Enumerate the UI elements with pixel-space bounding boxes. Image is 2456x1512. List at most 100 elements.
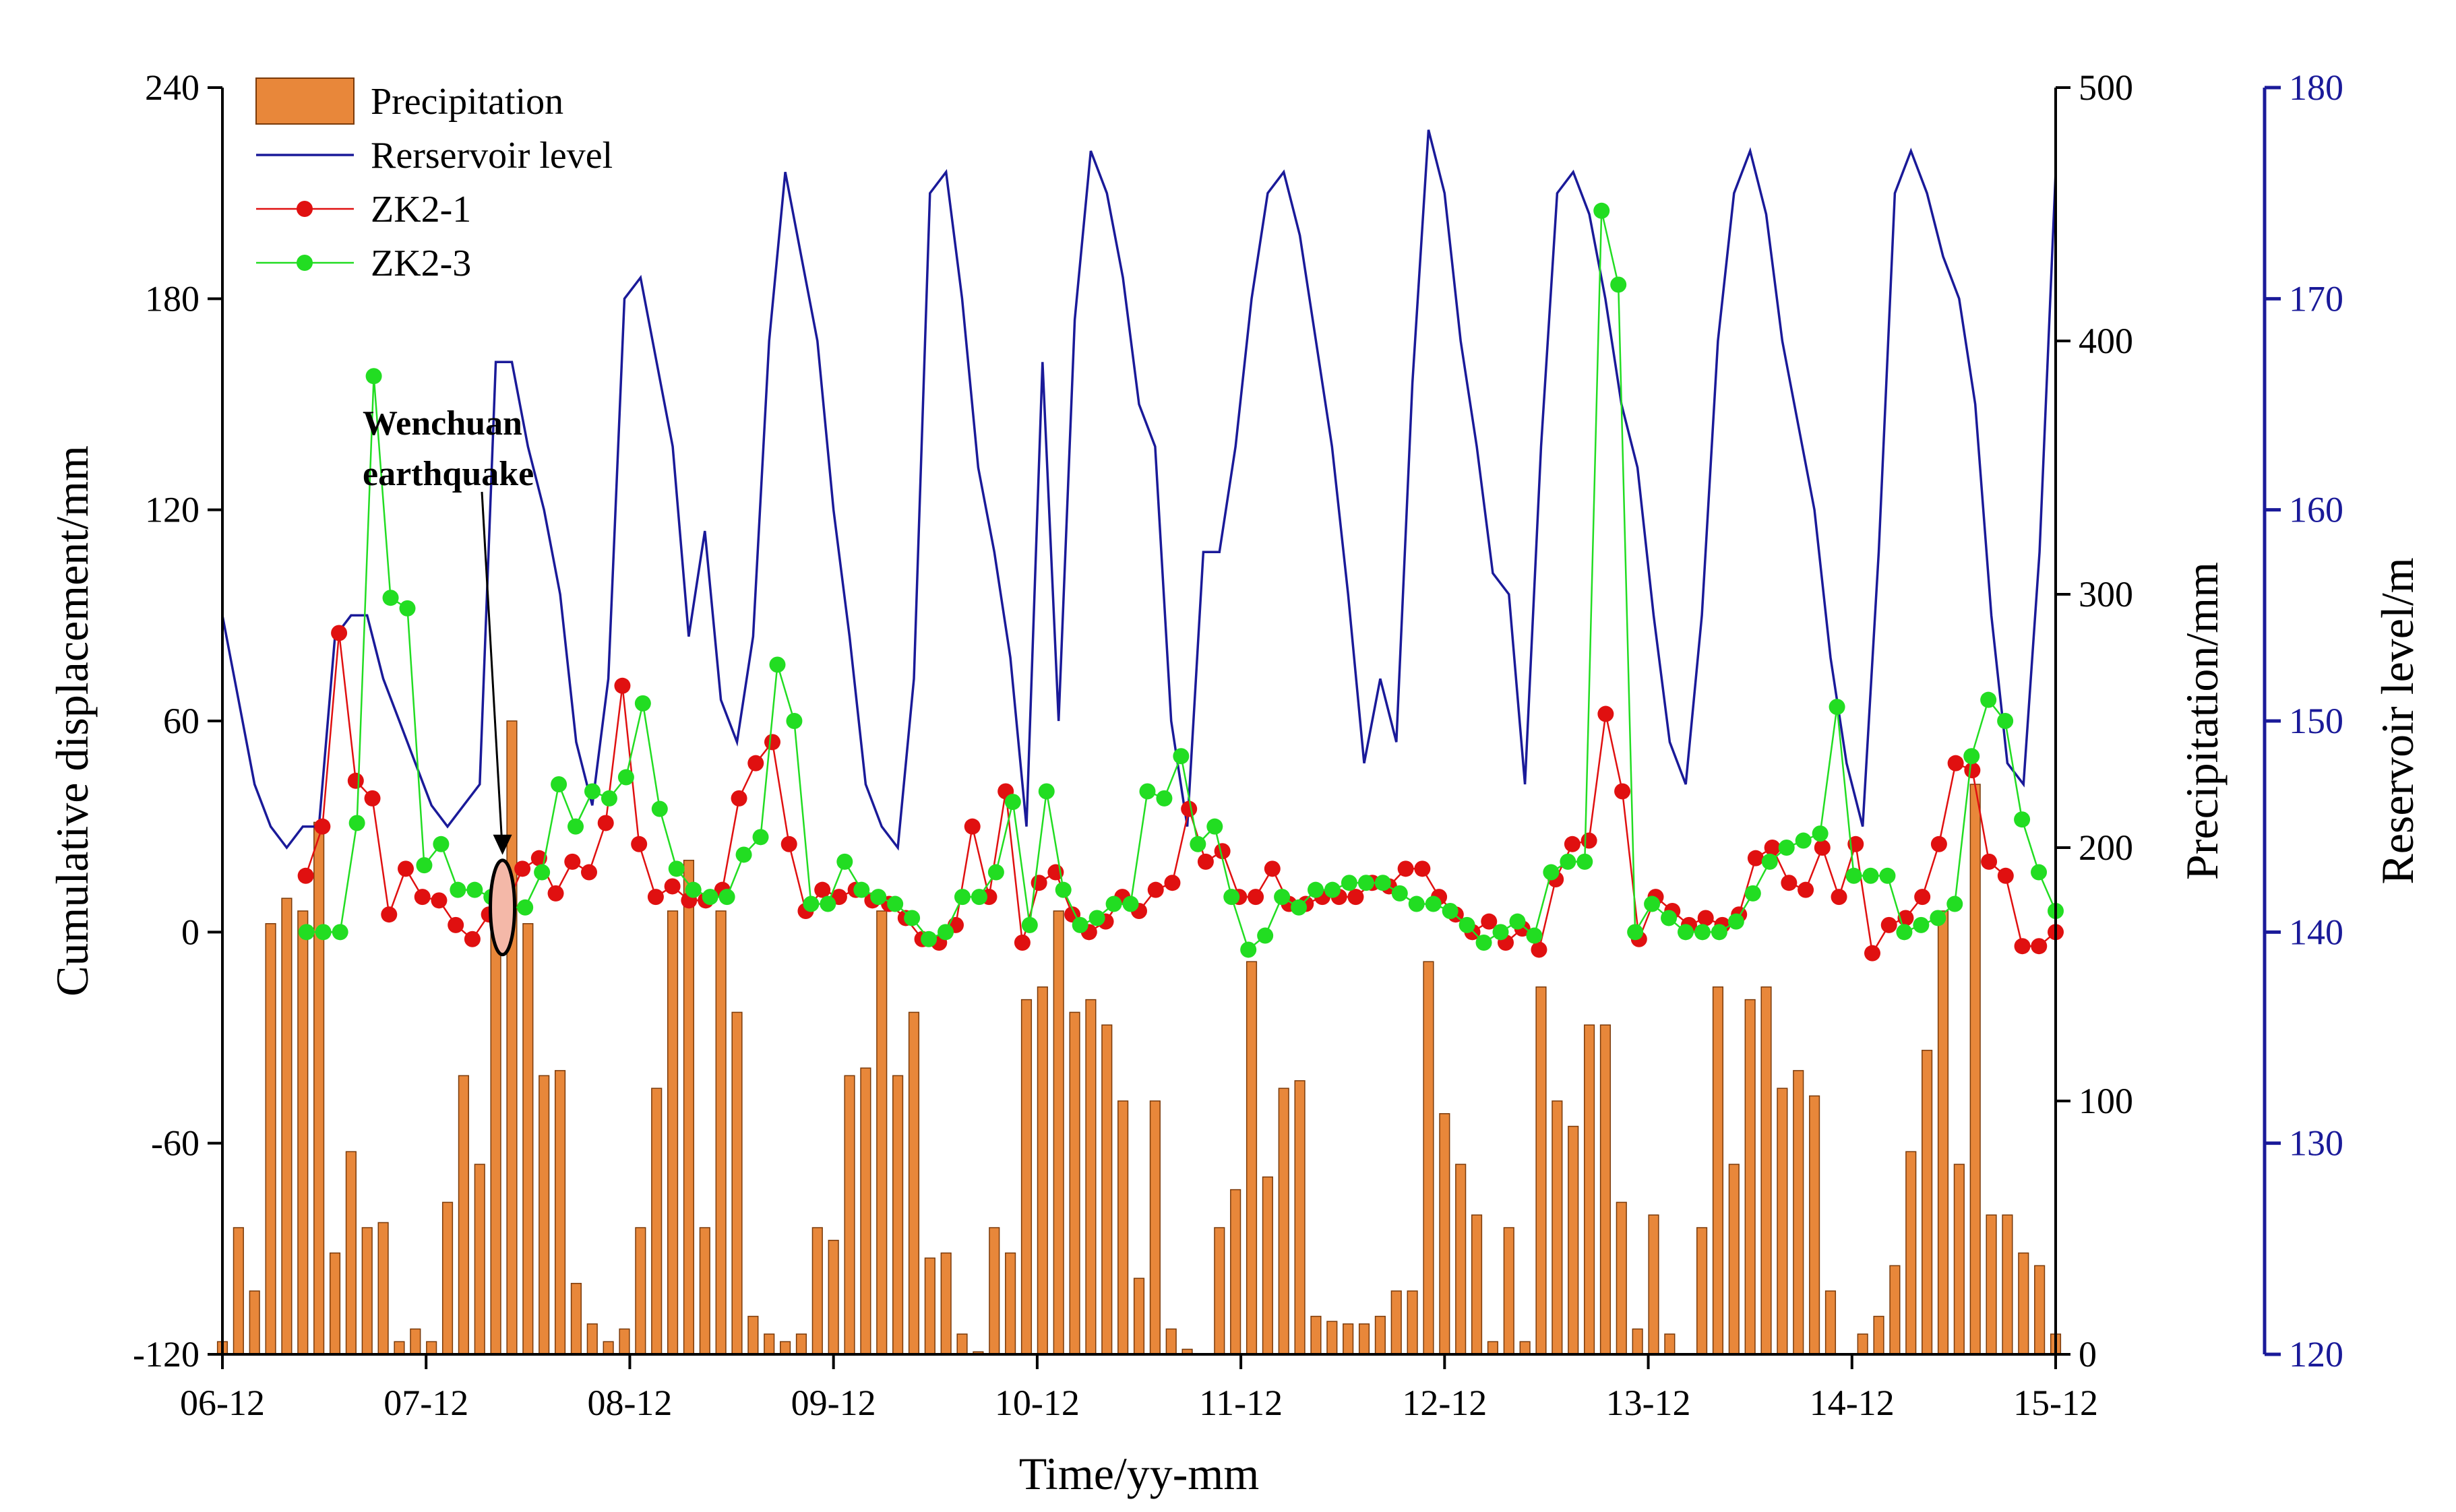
- zk2-3-marker: [1997, 713, 2014, 729]
- zk2-3-marker: [836, 853, 853, 870]
- left-tick-label: -60: [151, 1123, 199, 1164]
- precipitation-bar: [699, 1227, 710, 1355]
- precipitation-bar: [1777, 1088, 1788, 1355]
- annotation-arrow-line: [481, 491, 504, 852]
- precipitation-bar: [249, 1290, 260, 1355]
- precipitation-bar: [811, 1227, 823, 1355]
- zk2-3-marker: [1627, 924, 1644, 941]
- precipitation-bar: [394, 1341, 405, 1355]
- precipitation-bar: [2034, 1265, 2046, 1355]
- earthquake-ellipse: [489, 858, 517, 957]
- legend-label: ZK2-1: [371, 189, 471, 230]
- x-tick-label: 12-12: [1402, 1383, 1487, 1423]
- zk2-1-marker: [780, 836, 797, 852]
- zk2-3-marker: [651, 800, 668, 817]
- zk2-1-marker: [964, 818, 981, 835]
- zk2-1-marker: [614, 677, 631, 694]
- precipitation-bar: [1020, 999, 1033, 1355]
- zk2-3-marker: [1526, 927, 1543, 944]
- annotation-line-2: earthquake: [363, 455, 534, 493]
- legend-swatch-marker: [297, 255, 313, 271]
- precipitation-bar: [924, 1257, 935, 1355]
- zk2-1-line: [305, 633, 2056, 956]
- zk2-3-marker: [2014, 811, 2031, 828]
- precipitation-bar: [844, 1075, 855, 1355]
- zk2-1-marker: [664, 878, 681, 895]
- zk2-1-marker: [564, 853, 581, 870]
- precipitation-bar: [1117, 1100, 1129, 1355]
- precipitation-bar: [1455, 1164, 1467, 1355]
- zk2-1-marker: [1964, 762, 1981, 779]
- precip-tick-label: 200: [2079, 827, 2133, 868]
- precip-tick-label: 100: [2079, 1081, 2133, 1121]
- precipitation-bar: [1712, 986, 1724, 1355]
- legend-label: Rerservoir level: [371, 135, 613, 177]
- precipitation-bar: [1294, 1080, 1306, 1355]
- zk2-3-marker: [887, 895, 904, 912]
- zk2-1-marker: [1414, 860, 1431, 877]
- zk2-3-marker: [1761, 853, 1778, 870]
- zk2-3-marker: [668, 860, 685, 877]
- zk2-3-marker: [1778, 840, 1795, 856]
- reservoir-tick-label: 160: [2289, 490, 2343, 530]
- zk2-3-line: [306, 210, 2057, 951]
- zk2-3-marker: [1021, 916, 1038, 933]
- zk2-3-marker: [718, 889, 735, 906]
- precipitation-bar: [940, 1252, 952, 1355]
- precipitation-bar: [281, 897, 293, 1355]
- zk2-3-marker: [1678, 924, 1694, 941]
- zk2-3-marker: [1442, 903, 1459, 919]
- precipitation-bar: [297, 910, 309, 1355]
- zk2-1-marker: [1798, 881, 1814, 898]
- precipitation-bar: [2018, 1252, 2029, 1355]
- zk2-1-marker: [1397, 860, 1414, 877]
- zk2-1-marker: [1580, 832, 1597, 849]
- zk2-1-marker: [464, 931, 481, 947]
- left-tick-label: -120: [133, 1334, 199, 1375]
- zk2-3-marker: [601, 790, 617, 807]
- zk2-1-marker: [1831, 889, 1847, 906]
- x-tick-label: 13-12: [1606, 1383, 1691, 1423]
- zk2-3-marker: [382, 590, 399, 606]
- x-tick-label: 11-12: [1199, 1383, 1283, 1423]
- reservoir-axis-title: Reservoir level/m: [2372, 557, 2423, 884]
- zk2-3-marker: [416, 857, 433, 874]
- legend-label: Precipitation: [371, 81, 563, 123]
- reservoir-tick-label: 170: [2289, 278, 2343, 319]
- zk2-3-marker: [971, 889, 987, 906]
- precip-axis-title: Precipitation/mm: [2176, 562, 2228, 880]
- precipitation-bar: [1407, 1290, 1418, 1355]
- left-tick-label: 60: [163, 701, 199, 741]
- zk2-1-marker: [381, 906, 398, 923]
- zk2-3-marker: [1274, 889, 1291, 906]
- precipitation-bar: [570, 1282, 582, 1355]
- zk2-3-marker: [617, 769, 634, 786]
- precipitation-bar: [1824, 1290, 1837, 1355]
- x-tick-label: 14-12: [1810, 1383, 1895, 1423]
- zk2-1-marker: [2014, 938, 2031, 955]
- zk2-3-marker: [1004, 794, 1021, 811]
- zk2-3-marker: [1980, 691, 1997, 708]
- zk2-1-marker: [2031, 938, 2048, 955]
- precipitation-bar: [651, 1088, 663, 1355]
- precipitation-bar: [1599, 1024, 1611, 1355]
- zk2-3-marker: [1727, 913, 1744, 930]
- precipitation-bar: [1632, 1328, 1643, 1355]
- precipitation-bar: [586, 1323, 598, 1355]
- zk2-1-marker: [1747, 850, 1764, 867]
- precip-tick-label: 300: [2079, 574, 2133, 615]
- precipitation-bar: [1664, 1333, 1676, 1355]
- zk2-3-marker: [1190, 836, 1206, 852]
- zk2-3-series: [298, 202, 2064, 958]
- precipitation-bar: [1922, 1050, 1933, 1355]
- zk2-1-marker: [314, 818, 331, 835]
- precipitation-bar: [426, 1341, 437, 1355]
- precipitation-bar: [1326, 1321, 1338, 1355]
- precipitation-bar: [539, 1075, 550, 1355]
- precipitation-bar: [377, 1222, 389, 1355]
- precipitation-bar: [1616, 1201, 1627, 1355]
- precipitation-bar: [1583, 1024, 1595, 1355]
- precipitation-bar: [1069, 1011, 1080, 1355]
- reservoir-tick-label: 150: [2289, 701, 2343, 741]
- precipitation-bar: [1439, 1113, 1450, 1355]
